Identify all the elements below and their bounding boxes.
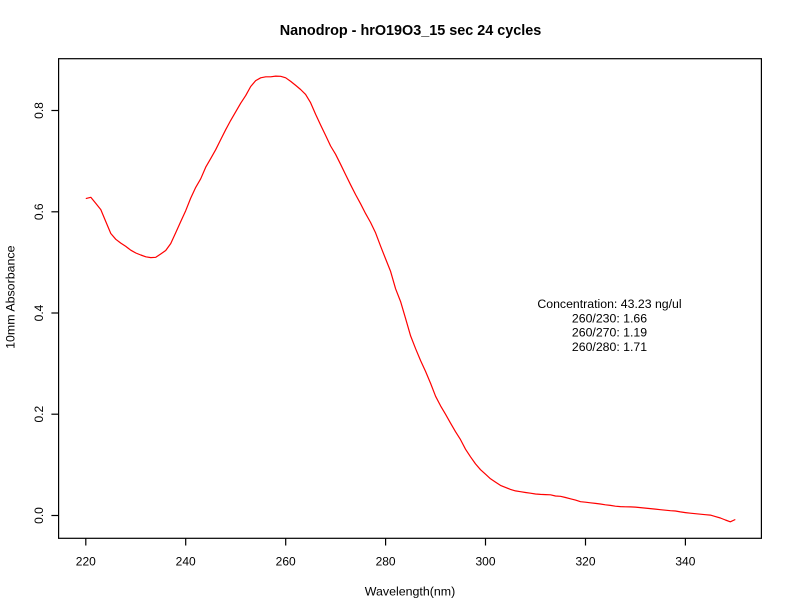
svg-text:300: 300 — [475, 554, 495, 568]
svg-text:0.8: 0.8 — [32, 102, 46, 119]
svg-text:0.6: 0.6 — [32, 203, 46, 220]
svg-text:260/270: 1.19: 260/270: 1.19 — [572, 326, 647, 340]
svg-text:10mm Absorbance: 10mm Absorbance — [3, 245, 17, 348]
svg-text:260/280: 1.71: 260/280: 1.71 — [572, 340, 647, 354]
svg-text:220: 220 — [76, 554, 96, 568]
svg-text:Concentration: 43.23 ng/ul: Concentration: 43.23 ng/ul — [537, 297, 681, 311]
svg-text:Nanodrop - hrO19O3_15 sec 24 c: Nanodrop - hrO19O3_15 sec 24 cycles — [280, 23, 542, 39]
svg-text:340: 340 — [675, 554, 695, 568]
svg-text:240: 240 — [176, 554, 196, 568]
svg-text:0.4: 0.4 — [32, 304, 46, 321]
svg-text:260: 260 — [276, 554, 296, 568]
svg-text:0.2: 0.2 — [32, 406, 46, 423]
svg-text:260/230: 1.66: 260/230: 1.66 — [572, 311, 647, 325]
svg-text:280: 280 — [376, 554, 396, 568]
svg-text:320: 320 — [575, 554, 595, 568]
svg-text:0.0: 0.0 — [32, 507, 46, 524]
svg-text:Wavelength(nm): Wavelength(nm) — [365, 584, 455, 598]
